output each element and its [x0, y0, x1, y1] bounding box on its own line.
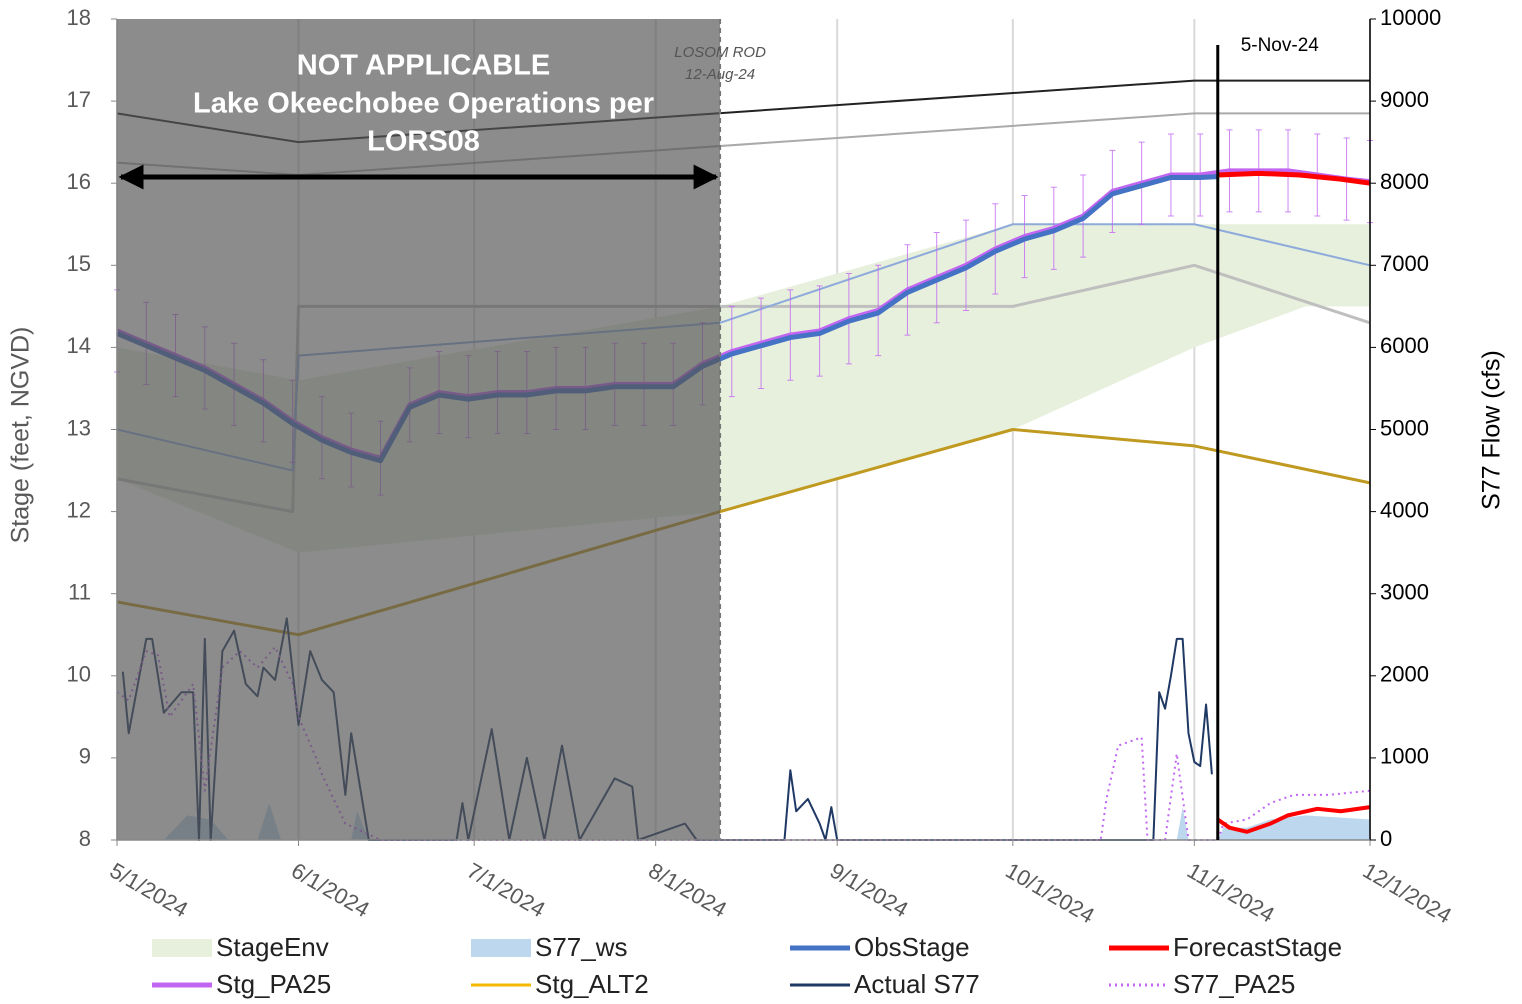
series-line	[1217, 170, 1371, 186]
y2-tick-label: 8000	[1380, 169, 1429, 194]
legend-label: ForecastStage	[1173, 932, 1342, 962]
y2-tick-label: 2000	[1380, 662, 1429, 687]
legend-label: Stg_PA25	[216, 969, 331, 999]
y2-tick-label: 4000	[1380, 497, 1429, 522]
y-tick-label: 10	[67, 662, 91, 687]
legend-swatch	[152, 939, 212, 957]
y-tick-label: 8	[79, 826, 91, 851]
area	[117, 803, 1370, 840]
y2-tick-label: 0	[1380, 826, 1392, 851]
y2-tick-label: 6000	[1380, 333, 1429, 358]
y2-tick-label: 3000	[1380, 580, 1429, 605]
y-tick-label: 16	[67, 169, 91, 194]
y2-tick-label: 9000	[1380, 87, 1429, 112]
x-tick-label: 6/1/2024	[287, 858, 374, 922]
series-line	[1216, 805, 1371, 834]
x-tick-label: 7/1/2024	[463, 858, 550, 922]
legend-label: S77_PA25	[1173, 969, 1295, 999]
y-tick-label: 12	[67, 497, 91, 522]
legend-label: ObsStage	[854, 932, 970, 962]
annotation: 5-Nov-24	[1241, 35, 1320, 56]
y-tick-label: 13	[67, 415, 91, 440]
y-tick-label: 18	[67, 5, 91, 30]
annotation: 12-Aug-24	[685, 66, 755, 83]
y2-axis-label: S77 Flow (cfs)	[1478, 350, 1506, 510]
annotation: NOT APPLICABLE	[297, 50, 550, 82]
annotation: LOSOM ROD	[674, 44, 766, 61]
legend-label: S77_ws	[535, 932, 628, 962]
y-tick-label: 14	[67, 333, 91, 358]
legend-label: Actual S77	[854, 969, 980, 999]
legend-label: StageEnv	[216, 932, 329, 962]
x-tick-label: 9/1/2024	[826, 858, 913, 922]
y-tick-label: 15	[67, 251, 91, 276]
y2-tick-label: 5000	[1380, 415, 1429, 440]
x-tick-label: 11/1/2024	[1183, 858, 1279, 928]
y2-tick-label: 7000	[1380, 251, 1429, 276]
x-tick-label: 5/1/2024	[106, 858, 193, 922]
x-tick-label: 12/1/2024	[1359, 858, 1456, 929]
annotation: Lake Okeechobee Operations per	[193, 88, 654, 120]
legend-label: Stg_ALT2	[535, 969, 649, 999]
y-tick-label: 9	[79, 744, 91, 769]
y-axis-label: Stage (feet, NGVD)	[7, 327, 35, 544]
x-tick-label: 8/1/2024	[644, 858, 731, 922]
y2-tick-label: 10000	[1380, 5, 1441, 30]
y2-tick-label: 1000	[1380, 744, 1429, 769]
shade	[117, 19, 721, 840]
legend-swatch	[471, 939, 531, 957]
y-tick-label: 17	[67, 87, 91, 112]
annotation: LORS08	[367, 126, 480, 158]
y-tick-label: 11	[68, 580, 91, 605]
x-tick-label: 10/1/2024	[1001, 858, 1098, 929]
